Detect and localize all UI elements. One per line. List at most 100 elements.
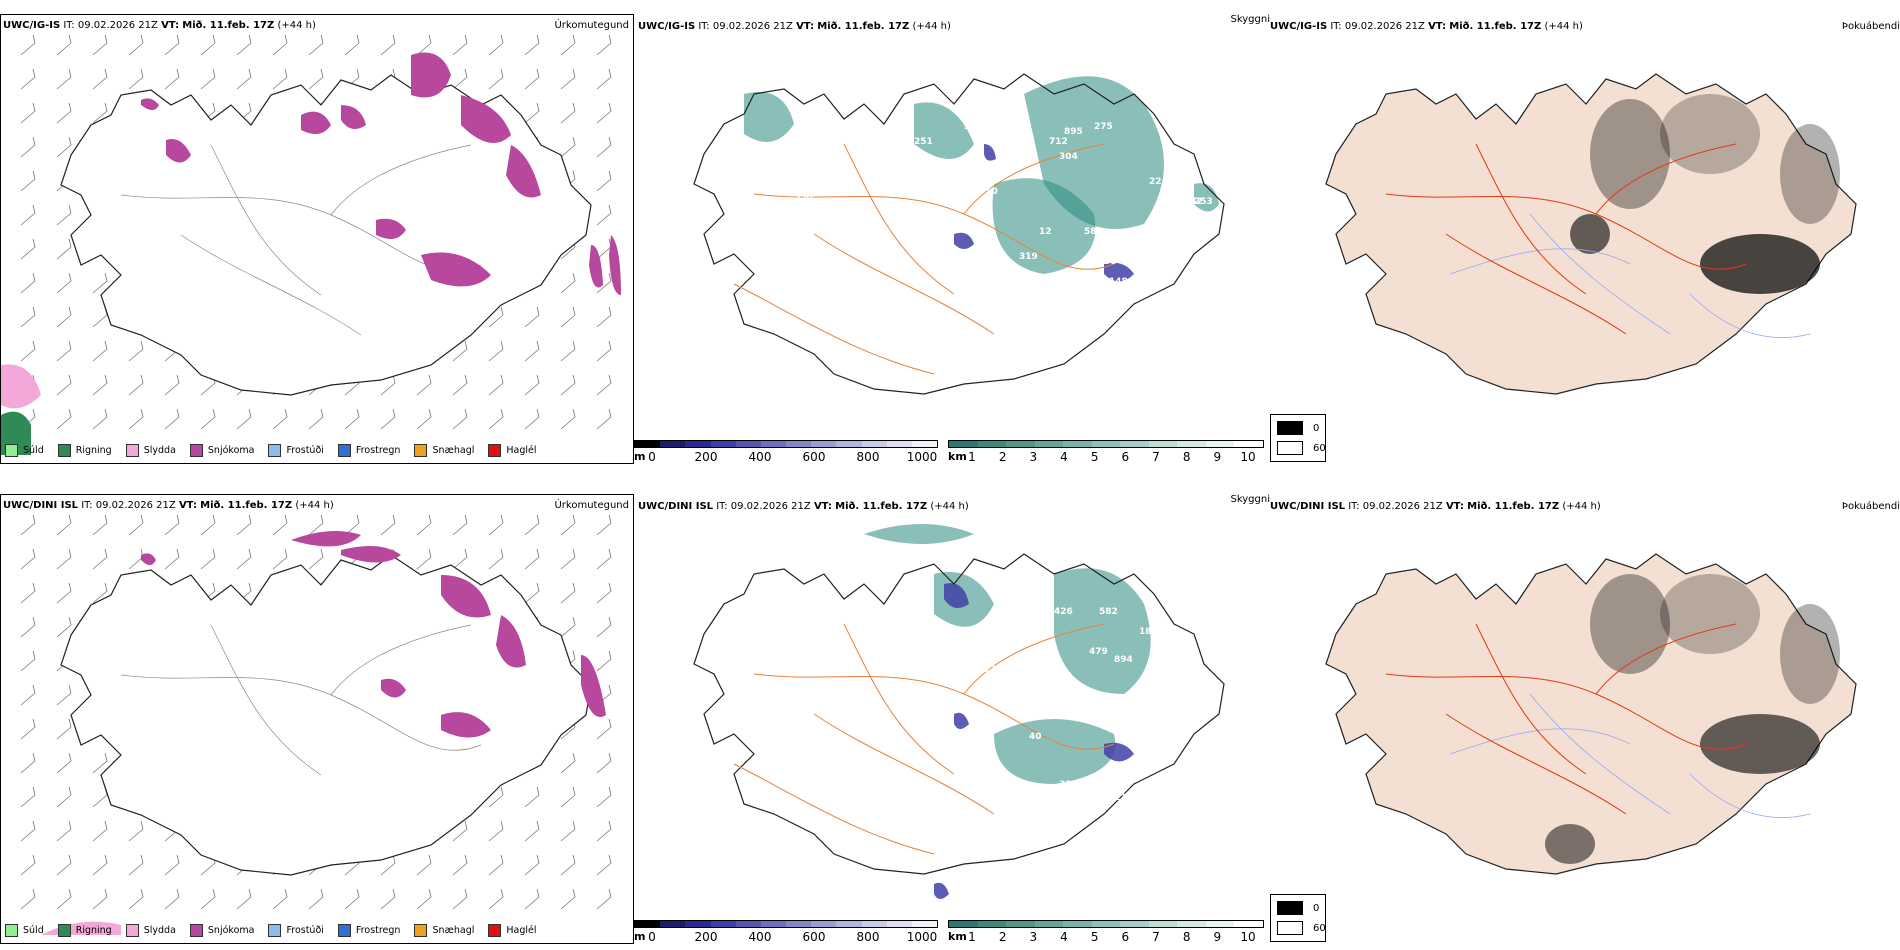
scale-swatch bbox=[685, 441, 711, 447]
wind-barb bbox=[20, 272, 36, 294]
legend-item: Frostregn bbox=[337, 444, 400, 457]
scale-swatch bbox=[1063, 441, 1092, 447]
snow-areas bbox=[141, 52, 621, 295]
cloud-ceiling-label: 35 bbox=[1169, 657, 1182, 667]
fog-legend-label: 60 bbox=[1313, 922, 1326, 934]
scale-swatch bbox=[886, 441, 912, 447]
scale-swatch bbox=[1063, 921, 1092, 927]
precip-legend: Súld Rigning Slydda Snjókoma Frostúði Frostre… bbox=[5, 924, 537, 937]
scale-swatch bbox=[911, 921, 938, 927]
iceland-outline bbox=[693, 73, 1225, 395]
scale-swatch bbox=[1177, 921, 1206, 927]
wind-barb bbox=[380, 854, 396, 876]
wind-barb bbox=[164, 514, 180, 536]
cloud-ceiling-label: 275 bbox=[1094, 122, 1113, 132]
vt-label: VT: bbox=[796, 21, 815, 32]
scale-swatch bbox=[977, 921, 1007, 927]
wind-barb bbox=[20, 854, 36, 876]
wind-barb bbox=[596, 650, 612, 672]
scale-tick: 400 bbox=[748, 930, 772, 944]
vt-value: Mið. 11.feb. 17Z bbox=[182, 20, 275, 31]
model-name: UWC/IG-IS bbox=[3, 20, 61, 31]
precip-map-1 bbox=[1, 34, 621, 455]
wind-barb bbox=[128, 34, 144, 56]
wind-barb bbox=[560, 820, 576, 842]
scale-tick: 0 bbox=[648, 450, 656, 464]
legend-swatch bbox=[488, 444, 502, 457]
scale-swatch bbox=[735, 921, 761, 927]
wind-barb bbox=[128, 68, 144, 90]
scale-tick: 10 bbox=[1240, 450, 1256, 464]
scale-tick: 3 bbox=[1029, 930, 1038, 944]
wind-barb bbox=[164, 374, 180, 396]
wind-barb bbox=[92, 306, 108, 328]
wind-barb bbox=[596, 136, 612, 158]
wind-barb bbox=[596, 306, 612, 328]
scale-tick: 5 bbox=[1090, 450, 1099, 464]
wind-barb bbox=[380, 374, 396, 396]
wind-barb bbox=[56, 548, 72, 570]
wind-barb bbox=[164, 548, 180, 570]
legend-item: Frostregn bbox=[337, 924, 400, 937]
legend-label: Haglél bbox=[506, 925, 537, 936]
wind-barb bbox=[416, 548, 432, 570]
legend-swatch bbox=[125, 924, 139, 937]
panel-header: UWC/IG-IS IT: 09.02.2026 21Z VT: Mið. 11… bbox=[638, 21, 951, 32]
scale-tick: 4 bbox=[1060, 450, 1068, 464]
wind-barb bbox=[560, 340, 576, 362]
wind-barb bbox=[56, 374, 72, 396]
wind-barb bbox=[452, 820, 468, 842]
wind-barb bbox=[596, 888, 612, 910]
fog-roads bbox=[1385, 143, 1747, 335]
cloud-ceiling-label: 210 bbox=[939, 197, 958, 207]
fog-legend-label: 60 bbox=[1313, 442, 1326, 454]
wind-barb bbox=[56, 68, 72, 90]
cloud-ceiling-label: 568 bbox=[1019, 683, 1038, 693]
legend-item: Slydda bbox=[125, 924, 176, 937]
scale-swatch bbox=[886, 921, 912, 927]
wind-barb bbox=[596, 408, 612, 430]
wind-barb bbox=[524, 514, 540, 536]
scale-tick: 1 bbox=[968, 930, 976, 944]
wind-barb bbox=[200, 408, 216, 430]
legend-swatch bbox=[189, 444, 203, 457]
wind-barb bbox=[452, 374, 468, 396]
wind-barb bbox=[596, 170, 612, 192]
wind-barb bbox=[56, 340, 72, 362]
cloud-ceiling-label: 304 bbox=[1059, 152, 1078, 162]
scale-tick: 200 bbox=[694, 930, 718, 944]
wind-barb bbox=[416, 514, 432, 536]
lead-time: (+44 h) bbox=[912, 21, 951, 32]
wind-barb bbox=[596, 854, 612, 876]
cloud-ceiling-label: 895 bbox=[1064, 127, 1083, 137]
wind-barb bbox=[56, 820, 72, 842]
scale-tick: 200 bbox=[694, 450, 718, 464]
scale-swatch bbox=[1177, 441, 1206, 447]
wind-barb bbox=[200, 68, 216, 90]
legend-label: Snæhagl bbox=[432, 925, 475, 936]
it-label: IT: bbox=[63, 20, 75, 31]
wind-barb bbox=[560, 272, 576, 294]
fog-legend-item: 0 bbox=[1277, 901, 1319, 915]
wind-barb bbox=[272, 514, 288, 536]
wind-barb bbox=[344, 408, 360, 430]
wind-barb bbox=[524, 786, 540, 808]
panel-header: UWC/DINI ISL IT: 09.02.2026 21Z VT: Mið.… bbox=[638, 501, 969, 512]
fog-map-2 bbox=[1325, 553, 1857, 875]
wind-barb bbox=[524, 340, 540, 362]
legend-item: Rigning bbox=[57, 924, 112, 937]
lead-time: (+44 h) bbox=[1562, 501, 1601, 512]
wind-barb bbox=[596, 340, 612, 362]
wind-barb bbox=[560, 854, 576, 876]
wind-barb bbox=[596, 820, 612, 842]
wind-barb bbox=[524, 888, 540, 910]
scale-tick: 1000 bbox=[906, 450, 938, 464]
cloud-ceiling-label: 539 bbox=[964, 122, 983, 132]
scale-swatch bbox=[635, 441, 661, 447]
panel-title-cloud: Skyggni bbox=[1230, 14, 1270, 25]
ceiling_scale-swatches bbox=[634, 920, 938, 928]
wind-barb bbox=[524, 854, 540, 876]
wind-barb bbox=[92, 752, 108, 774]
it-value: 09.02.2026 21Z bbox=[1362, 501, 1443, 512]
